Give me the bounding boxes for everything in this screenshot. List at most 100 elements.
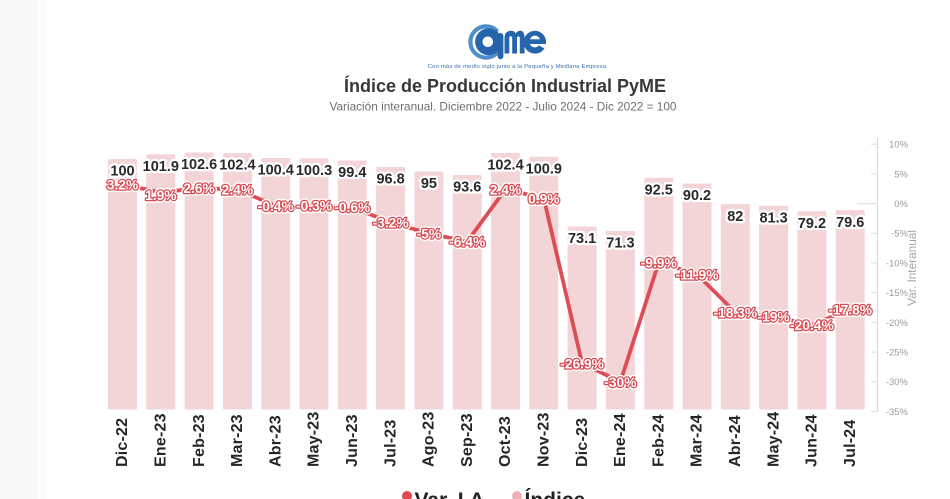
svg-text:-19%: -19%	[757, 310, 789, 325]
svg-text:Jun-24: Jun-24	[804, 414, 821, 467]
svg-text:102.4: 102.4	[219, 158, 255, 174]
svg-text:5%: 5%	[894, 169, 908, 180]
svg-text:-30%: -30%	[886, 377, 909, 388]
svg-text:90.2: 90.2	[683, 188, 711, 204]
svg-text:-9.9%: -9.9%	[641, 255, 677, 270]
svg-text:Mar-23: Mar-23	[229, 414, 246, 467]
svg-text:95: 95	[421, 176, 437, 192]
svg-text:Variación interanual. Diciembr: Variación interanual. Diciembre 2022 - J…	[329, 100, 676, 114]
svg-text:100.9: 100.9	[526, 161, 562, 177]
svg-text:Ago-23: Ago-23	[421, 412, 438, 467]
svg-text:82: 82	[727, 209, 743, 225]
svg-text:99.4: 99.4	[338, 165, 366, 181]
svg-text:-25%: -25%	[886, 348, 909, 359]
svg-text:-5%: -5%	[417, 226, 442, 241]
svg-text:2.6%: 2.6%	[183, 181, 214, 196]
svg-text:102.6: 102.6	[181, 157, 217, 173]
svg-text:Ene-23: Ene-23	[153, 413, 170, 467]
svg-text:-20.4%: -20.4%	[790, 318, 834, 333]
svg-text:101.9: 101.9	[143, 159, 179, 175]
svg-text:Abr-24: Abr-24	[727, 415, 744, 467]
svg-text:79.6: 79.6	[836, 215, 864, 231]
svg-text:-19%: -19%	[757, 310, 789, 325]
svg-text:71.3: 71.3	[606, 236, 634, 252]
svg-text:3.2%: 3.2%	[107, 178, 138, 193]
svg-text:-20%: -20%	[886, 318, 909, 329]
svg-text:81.3: 81.3	[759, 211, 787, 227]
svg-text:-26.9%: -26.9%	[560, 356, 604, 371]
svg-text:79.2: 79.2	[798, 216, 826, 232]
svg-text:Nov-23: Nov-23	[536, 412, 553, 467]
svg-text:102.4: 102.4	[487, 158, 523, 174]
svg-text:2.4%: 2.4%	[222, 182, 253, 197]
svg-text:Jun-23: Jun-23	[344, 414, 361, 467]
svg-text:-0.3%: -0.3%	[296, 198, 332, 213]
svg-text:Var. I.A.: Var. I.A.	[415, 489, 491, 499]
svg-text:3.2%: 3.2%	[107, 178, 138, 193]
svg-text:102.4: 102.4	[487, 158, 523, 174]
svg-text:-35%: -35%	[886, 407, 909, 418]
svg-text:Con más de medio siglo junto a: Con más de medio siglo junto a la Pequeñ…	[428, 64, 607, 70]
svg-text:95: 95	[421, 176, 437, 192]
svg-text:Índice de Producción Industria: Índice de Producción Industrial PyME	[344, 75, 666, 96]
svg-text:-0.6%: -0.6%	[334, 200, 370, 215]
svg-text:1.9%: 1.9%	[145, 188, 176, 203]
svg-text:-0.4%: -0.4%	[258, 199, 294, 214]
svg-text:Ene-24: Ene-24	[612, 413, 629, 467]
svg-text:Mar-24: Mar-24	[689, 414, 706, 467]
svg-text:100.3: 100.3	[296, 163, 332, 179]
svg-text:100.4: 100.4	[258, 163, 294, 179]
svg-text:0.9%: 0.9%	[528, 191, 559, 206]
svg-text:-18.3%: -18.3%	[713, 305, 757, 320]
svg-text:73.1: 73.1	[568, 231, 596, 247]
svg-text:2.6%: 2.6%	[183, 181, 214, 196]
svg-text:-11.9%: -11.9%	[676, 267, 719, 282]
svg-text:0.9%: 0.9%	[528, 191, 559, 206]
svg-text:10%: 10%	[889, 140, 909, 151]
svg-text:-20.4%: -20.4%	[790, 318, 834, 333]
svg-text:Índice: Índice	[525, 489, 586, 499]
svg-text:79.6: 79.6	[836, 215, 864, 231]
svg-text:-17.8%: -17.8%	[828, 302, 872, 317]
svg-text:Dic-22: Dic-22	[114, 418, 131, 467]
svg-text:-11.9%: -11.9%	[676, 267, 719, 282]
svg-text:-3.2%: -3.2%	[373, 216, 409, 231]
svg-text:90.2: 90.2	[683, 188, 711, 204]
svg-text:81.3: 81.3	[759, 211, 787, 227]
svg-text:101.9: 101.9	[143, 159, 179, 175]
svg-text:-0.3%: -0.3%	[296, 198, 332, 213]
svg-text:93.6: 93.6	[453, 180, 481, 196]
svg-text:102.6: 102.6	[181, 157, 217, 173]
svg-text:-18.3%: -18.3%	[713, 305, 757, 320]
svg-text:100: 100	[110, 164, 134, 180]
svg-text:96.8: 96.8	[376, 172, 404, 188]
svg-text:71.3: 71.3	[606, 236, 634, 252]
svg-text:79.2: 79.2	[798, 216, 826, 232]
svg-text:1.9%: 1.9%	[145, 188, 176, 203]
svg-text:-5%: -5%	[891, 229, 908, 240]
svg-text:-30%: -30%	[604, 375, 636, 390]
svg-text:102.4: 102.4	[219, 158, 255, 174]
svg-text:Abr-23: Abr-23	[267, 415, 284, 467]
svg-text:May-24: May-24	[765, 412, 782, 467]
svg-text:-6.4%: -6.4%	[449, 235, 485, 250]
svg-text:Dic-23: Dic-23	[574, 418, 591, 467]
svg-text:100: 100	[110, 164, 134, 180]
svg-text:-30%: -30%	[604, 375, 636, 390]
svg-text:-6.4%: -6.4%	[449, 235, 485, 250]
svg-text:0%: 0%	[894, 199, 908, 210]
svg-text:Oct-23: Oct-23	[497, 416, 514, 467]
svg-text:82: 82	[727, 209, 743, 225]
svg-text:Jul-23: Jul-23	[382, 420, 399, 467]
svg-text:2.4%: 2.4%	[490, 182, 521, 197]
svg-text:99.4: 99.4	[338, 165, 366, 181]
svg-text:2.4%: 2.4%	[490, 182, 521, 197]
svg-text:92.5: 92.5	[645, 183, 673, 199]
svg-text:Sep-23: Sep-23	[459, 413, 476, 467]
svg-text:-10%: -10%	[886, 258, 909, 269]
svg-text:-0.4%: -0.4%	[258, 199, 294, 214]
svg-text:Jul-24: Jul-24	[842, 420, 859, 467]
svg-text:Feb-24: Feb-24	[650, 414, 667, 467]
svg-text:-17.8%: -17.8%	[828, 302, 872, 317]
svg-text:100.9: 100.9	[526, 161, 562, 177]
